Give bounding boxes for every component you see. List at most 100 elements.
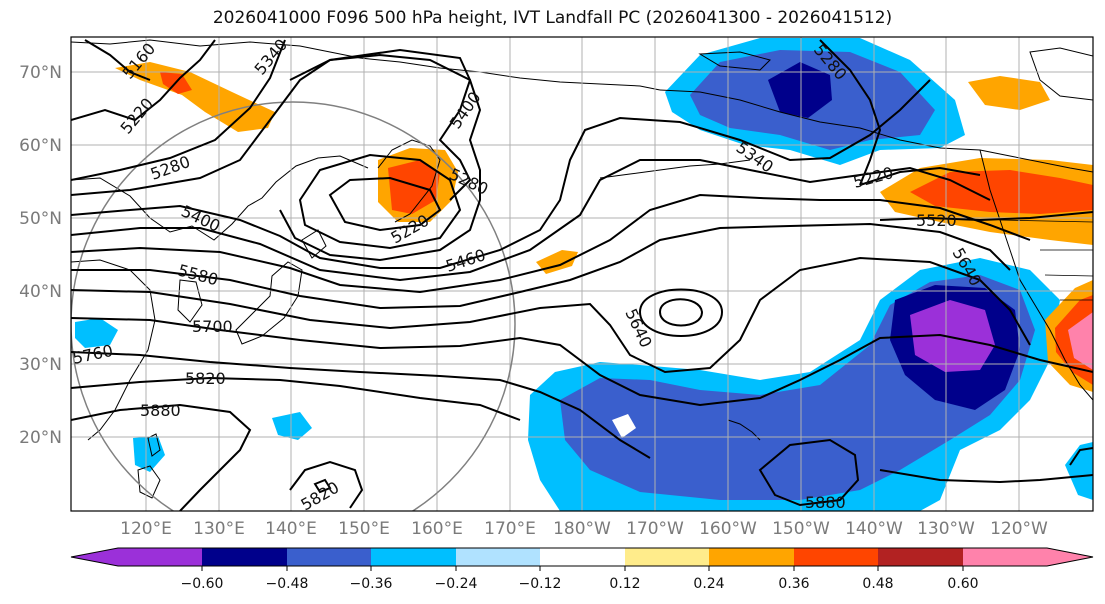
contour-label: 5880 bbox=[805, 493, 846, 512]
colorbar-tick-label: 0.36 bbox=[778, 576, 809, 592]
coast-aleutians bbox=[599, 159, 751, 179]
contour-5400-west bbox=[71, 79, 931, 269]
lon-tick-label: 180°W bbox=[553, 519, 611, 539]
contour-label: 5820 bbox=[185, 369, 226, 388]
colorbar-extend-left bbox=[71, 548, 118, 566]
colorbar-segment bbox=[963, 548, 1047, 566]
contour-5640-w bbox=[71, 256, 1031, 374]
contour-5280-ne bbox=[819, 39, 882, 186]
contour-se-right bbox=[1069, 447, 1093, 466]
ivt-region-west-1 bbox=[75, 318, 118, 348]
colorbar-tick-label: −0.48 bbox=[266, 576, 309, 592]
contour-5580 bbox=[71, 222, 1011, 310]
colorbar-extend-right bbox=[1047, 548, 1093, 566]
contour-5220-nw bbox=[71, 39, 216, 122]
lat-tick-label: 50°N bbox=[19, 209, 62, 229]
colorbar-tick-label: 0.60 bbox=[947, 576, 978, 592]
colorbar-segment bbox=[794, 548, 878, 566]
colorbar-segment bbox=[878, 548, 963, 566]
coast-korea bbox=[177, 279, 203, 323]
contour-5880-se bbox=[758, 438, 860, 507]
lat-tick-label: 60°N bbox=[19, 136, 62, 156]
contour-5220-ne bbox=[859, 166, 981, 186]
colorbar-tick-label: 0.24 bbox=[693, 576, 724, 592]
contour-5160 bbox=[84, 39, 151, 81]
height-contours bbox=[71, 39, 1093, 511]
colorbar-tick-label: −0.60 bbox=[181, 576, 224, 592]
ivt-region-arctic bbox=[968, 76, 1050, 110]
lon-tick-label: 150°W bbox=[772, 519, 830, 539]
coast-arctic-islands bbox=[698, 51, 771, 71]
map-frame bbox=[70, 36, 1094, 512]
contour-5760 bbox=[71, 351, 651, 459]
contour-label: 5880 bbox=[140, 401, 181, 420]
colorbar-segment bbox=[456, 548, 540, 566]
ivt-region-kamchatka-core bbox=[388, 160, 440, 214]
contour-5820-s bbox=[289, 460, 364, 509]
lat-tick-label: 30°N bbox=[19, 355, 62, 375]
ivt-region-subtropics-min bbox=[910, 300, 995, 372]
lon-axis: 120°E 130°E 140°E 150°E 160°E 170°E 180°… bbox=[120, 519, 1048, 539]
colorbar-outline bbox=[70, 547, 1094, 567]
lon-tick-label: 160°E bbox=[411, 519, 463, 539]
colorbar-segment bbox=[118, 548, 202, 566]
colorbar-segment bbox=[202, 548, 287, 566]
colorbar-tick-label: −0.24 bbox=[435, 576, 478, 592]
coast-hudson bbox=[1029, 47, 1093, 101]
ivt-region-west-3 bbox=[133, 436, 165, 472]
ivt-region-se bbox=[1065, 442, 1093, 500]
contour-5640-high-outer bbox=[638, 288, 724, 337]
lon-tick-label: 120°E bbox=[120, 519, 172, 539]
contour-5280-nw bbox=[71, 39, 286, 181]
coast-china bbox=[71, 259, 156, 441]
lon-tick-label: 140°E bbox=[265, 519, 317, 539]
map-title: 2026041000 F096 500 hPa height, IVT Land… bbox=[212, 8, 893, 28]
colorbar: −0.60 −0.48 −0.36 −0.24 −0.12 0.12 0.24 … bbox=[70, 547, 1094, 592]
ivt-region-west-2 bbox=[272, 412, 312, 440]
lon-tick-label: 130°E bbox=[193, 519, 245, 539]
colorbar-ticks bbox=[201, 566, 964, 571]
colorbar-segment bbox=[709, 548, 794, 566]
contour-5880 bbox=[71, 403, 252, 511]
contour-5520 bbox=[71, 193, 1031, 294]
lon-tick-label: 130°W bbox=[917, 519, 975, 539]
contour-low-outer bbox=[298, 153, 462, 250]
lon-tick-label: 160°W bbox=[699, 519, 757, 539]
contour-label: 5520 bbox=[916, 211, 957, 230]
lat-tick-label: 20°N bbox=[19, 428, 62, 448]
colorbar-segment bbox=[287, 548, 371, 566]
ivt-hole-1 bbox=[612, 414, 636, 438]
lat-tick-label: 40°N bbox=[19, 282, 62, 302]
contour-5400-low bbox=[279, 53, 482, 262]
lon-tick-label: 170°W bbox=[626, 519, 684, 539]
colorbar-tick-label: 0.12 bbox=[609, 576, 640, 592]
lon-tick-label: 150°E bbox=[338, 519, 390, 539]
ivt-region-alaska-core bbox=[768, 62, 832, 118]
contour-5700 bbox=[71, 317, 1093, 407]
coast-philippines bbox=[137, 465, 161, 499]
colorbar-segment bbox=[540, 548, 625, 566]
lon-tick-label: 120°W bbox=[990, 519, 1048, 539]
coast-taiwan bbox=[147, 433, 161, 457]
contour-5340 bbox=[71, 48, 472, 201]
contour-5820 bbox=[71, 376, 521, 421]
contour-5460 bbox=[71, 159, 991, 282]
coast-asia-east bbox=[71, 155, 369, 241]
landfall-circle bbox=[71, 101, 516, 511]
map-canvas: 5160 5220 5280 5400 5580 5700 5760 5820 … bbox=[71, 37, 1093, 512]
contour-low-inner bbox=[328, 176, 442, 232]
lat-tick-label: 70°N bbox=[19, 63, 62, 83]
state-borders bbox=[999, 219, 1093, 301]
contour-5880-e bbox=[879, 469, 1093, 484]
contour-label: 5700 bbox=[192, 317, 233, 336]
colorbar-tick-label: 0.48 bbox=[862, 576, 893, 592]
ivt-region-california-pink bbox=[1068, 312, 1093, 370]
contour-5640-high bbox=[658, 298, 704, 327]
colorbar-segment bbox=[625, 548, 709, 566]
colorbar-tick-label: −0.36 bbox=[350, 576, 393, 592]
coast-hawaii bbox=[727, 419, 761, 441]
contour-small-s bbox=[313, 478, 332, 494]
lon-tick-label: 170°E bbox=[484, 519, 536, 539]
colorbar-segment bbox=[371, 548, 456, 566]
